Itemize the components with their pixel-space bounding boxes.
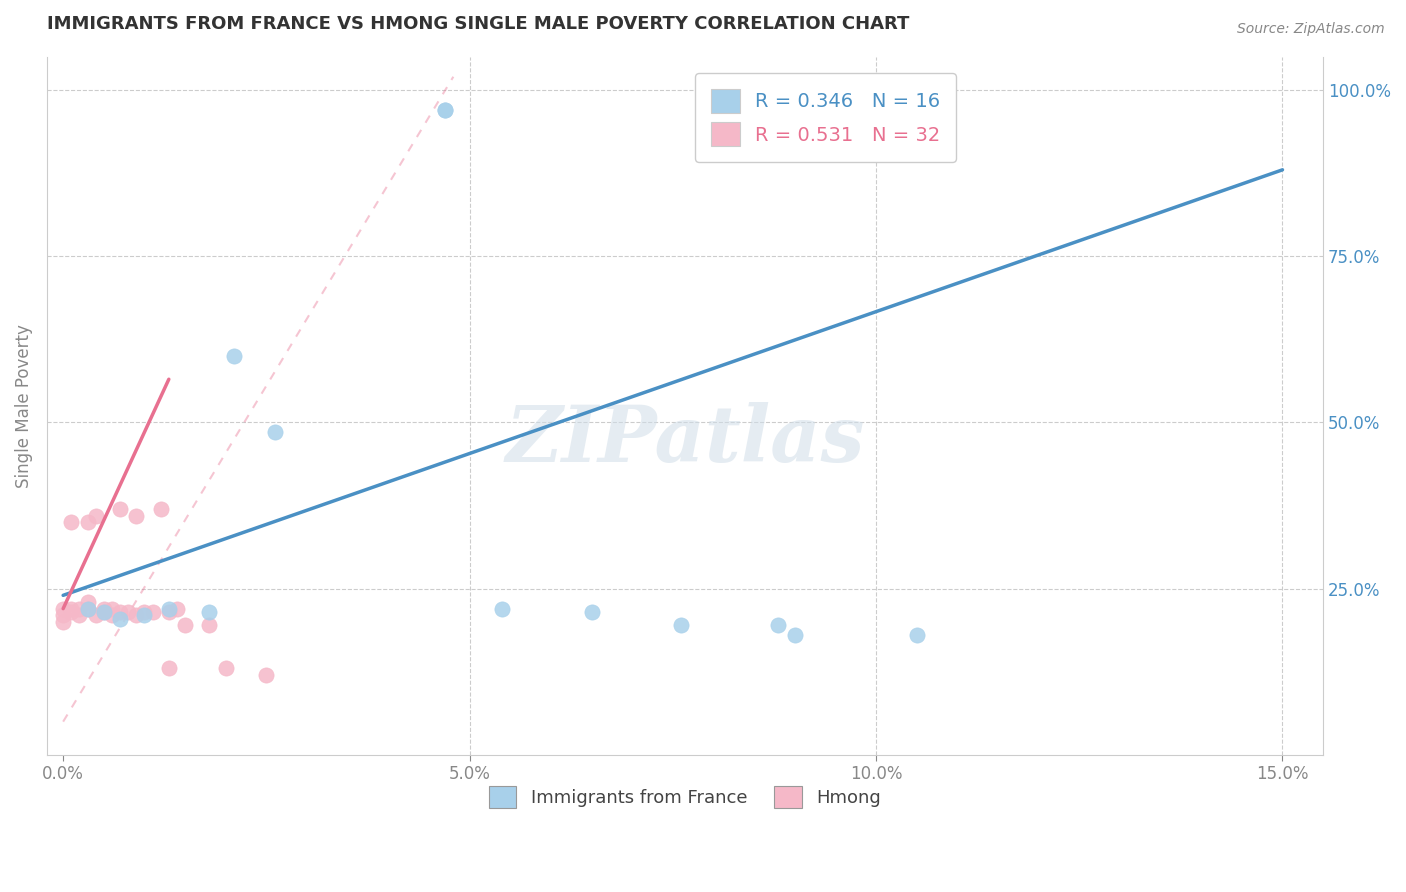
Point (254, 668, 277, 682)
Point (76, 601, 98, 615)
Point (198, 605, 221, 619)
Text: Source: ZipAtlas.com: Source: ZipAtlas.com (1237, 22, 1385, 37)
Point (101, 601, 124, 615)
Point (434, 103, 457, 117)
Point (52, 615, 75, 629)
Point (52, 608, 75, 623)
Point (101, 608, 124, 623)
Point (117, 605, 139, 619)
Point (93, 605, 115, 619)
Point (134, 608, 156, 623)
Point (157, 605, 180, 619)
Point (198, 618, 221, 632)
Point (125, 608, 148, 623)
Point (905, 628, 928, 642)
Point (108, 612, 131, 626)
Point (52, 601, 75, 615)
Point (263, 425, 285, 440)
Point (768, 618, 790, 632)
Point (67, 608, 90, 623)
Point (60, 601, 83, 615)
Point (783, 628, 806, 642)
Point (108, 502, 131, 516)
Y-axis label: Single Male Poverty: Single Male Poverty (15, 324, 32, 488)
Point (84, 608, 107, 623)
Point (157, 661, 180, 675)
Point (67, 601, 90, 615)
Point (84, 508, 107, 523)
Point (491, 601, 513, 615)
Point (142, 605, 165, 619)
Point (93, 605, 115, 619)
Point (76, 595, 98, 609)
Point (125, 508, 148, 523)
Point (60, 515, 83, 529)
Point (157, 601, 180, 615)
Point (222, 349, 245, 363)
Point (76, 515, 98, 529)
Point (166, 601, 188, 615)
Point (134, 605, 156, 619)
Point (215, 661, 238, 675)
Legend: Immigrants from France, Hmong: Immigrants from France, Hmong (482, 780, 889, 815)
Point (149, 502, 172, 516)
Point (108, 605, 131, 619)
Point (76, 601, 98, 615)
Point (93, 601, 115, 615)
Text: ZIPatlas: ZIPatlas (505, 402, 865, 479)
Point (434, 103, 457, 117)
Text: IMMIGRANTS FROM FRANCE VS HMONG SINGLE MALE POVERTY CORRELATION CHART: IMMIGRANTS FROM FRANCE VS HMONG SINGLE M… (46, 15, 910, 33)
Point (60, 605, 83, 619)
Point (174, 618, 197, 632)
Point (669, 618, 692, 632)
Point (581, 605, 603, 619)
